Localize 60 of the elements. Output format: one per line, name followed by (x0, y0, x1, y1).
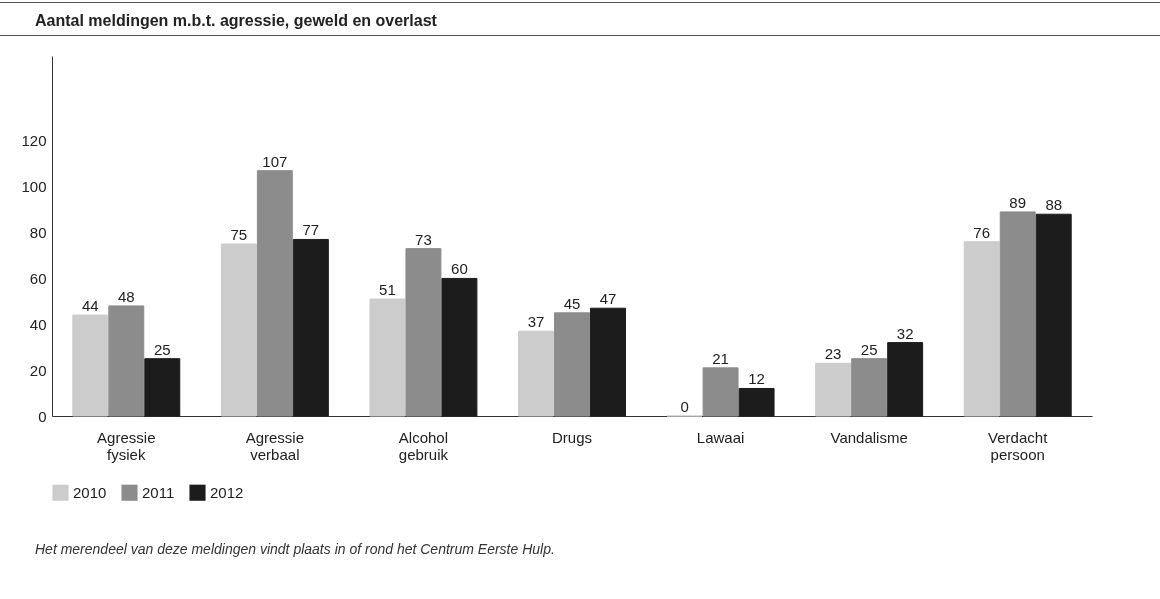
x-tick-label: Alcohol gebruik (398, 428, 449, 463)
y-tick-label: 120 (21, 132, 47, 150)
data-label: 60 (451, 260, 468, 278)
bar (369, 298, 406, 417)
data-label: 88 (1045, 196, 1063, 214)
data-label: 51 (379, 281, 396, 299)
data-label: 21 (712, 349, 729, 367)
data-label: 75 (230, 226, 248, 244)
bar (702, 367, 739, 417)
x-tick-label: Lawaai (696, 428, 745, 446)
x-tick-label: Verdacht persoon (988, 428, 1049, 463)
y-tick-label: 0 (38, 407, 47, 425)
bar (441, 277, 478, 417)
bar (72, 314, 109, 417)
data-label: 107 (262, 152, 288, 170)
data-label: 77 (302, 221, 320, 239)
y-tick-label: 40 (29, 315, 47, 333)
legend-label: 2012 (210, 483, 244, 501)
legend-label: 2011 (142, 483, 175, 501)
y-tick-label: 100 (21, 178, 47, 196)
bar (590, 307, 626, 417)
bar (108, 305, 145, 417)
data-label: 47 (599, 290, 617, 308)
y-tick-label: 80 (29, 224, 47, 242)
data-label: 48 (117, 287, 135, 305)
x-tick-label: Drugs (551, 428, 593, 446)
y-tick-label: 20 (29, 361, 47, 379)
data-label: 0 (680, 398, 689, 415)
bar (1035, 213, 1072, 417)
data-label: 25 (860, 340, 878, 358)
bar (256, 170, 293, 417)
data-label: 89 (1009, 193, 1027, 211)
data-label: 44 (81, 297, 99, 315)
data-label: 25 (153, 340, 171, 358)
data-label: 37 (527, 313, 545, 331)
bar (292, 238, 329, 417)
bar (887, 342, 924, 417)
x-tick-label: Agressie fysiek (97, 428, 156, 463)
chart-title: Aantal meldingen m.b.t. agressie, geweld en overlast (0, 2, 1160, 36)
data-label: 12 (748, 370, 765, 388)
y-tick-label: 60 (29, 269, 47, 287)
text: Het merendeel van deze meldingen vindt plaats in of rond het Centrum Eerste Hulp. (34, 541, 556, 557)
data-label: 76 (973, 223, 991, 241)
x-tick-label: Agressie verbaal (245, 428, 305, 463)
bar (738, 387, 775, 417)
data-label: 45 (563, 294, 581, 312)
legend-label: 2010 (73, 483, 107, 501)
bar (220, 243, 257, 417)
bar (999, 211, 1036, 417)
data-label: 23 (824, 345, 842, 363)
x-tick-label: Vandalisme (830, 428, 908, 446)
bar (554, 312, 590, 417)
bar (851, 358, 888, 417)
bar (518, 330, 554, 417)
bar (963, 241, 1000, 417)
bar (405, 248, 442, 417)
bar (144, 358, 181, 417)
data-label: 32 (896, 324, 914, 342)
bar (815, 362, 852, 417)
data-label: 73 (415, 230, 432, 248)
